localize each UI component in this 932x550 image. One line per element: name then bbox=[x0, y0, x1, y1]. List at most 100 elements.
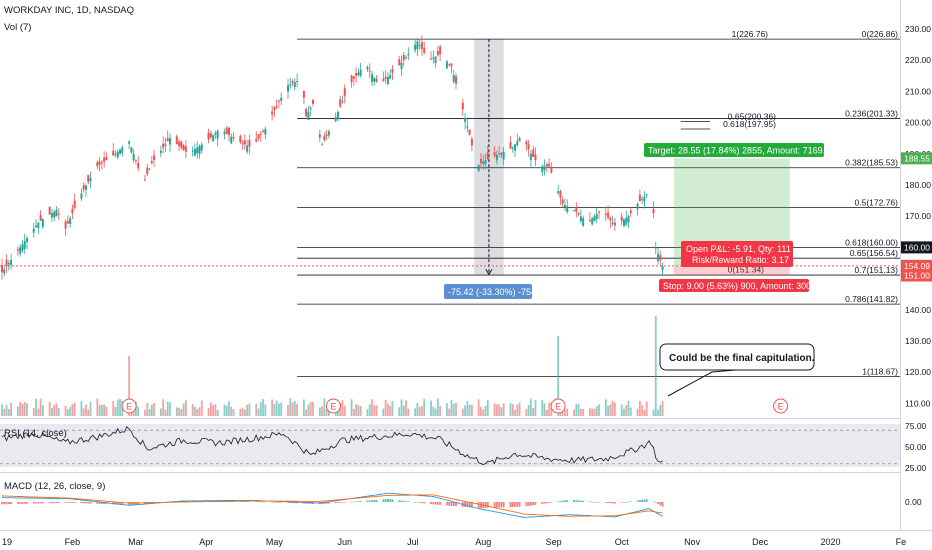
volume-bar bbox=[207, 408, 210, 416]
candle-body bbox=[514, 144, 517, 151]
macd-histogram-bar bbox=[545, 502, 548, 504]
candle-body bbox=[609, 218, 612, 221]
volume-bar bbox=[468, 404, 471, 416]
candle-body bbox=[323, 135, 326, 141]
volume-bar bbox=[373, 405, 376, 416]
macd-histogram-bar bbox=[598, 502, 600, 503]
volume-bar bbox=[232, 409, 235, 416]
candle-body bbox=[418, 45, 421, 47]
candle-body bbox=[321, 144, 324, 146]
volume-bar bbox=[307, 404, 310, 416]
volume-bar bbox=[482, 409, 485, 416]
earnings-letter: E bbox=[778, 402, 784, 412]
rsi-label: RSI (14, close) bbox=[4, 428, 67, 439]
stop-label: Stop: 9.00 (5.63%) 900, Amount: 3001 bbox=[659, 279, 816, 292]
volume-bar bbox=[548, 402, 550, 416]
price-tick-label: 220.00 bbox=[905, 55, 931, 65]
candle-body bbox=[273, 107, 276, 111]
fib-level-label: 0(226.86) bbox=[862, 29, 899, 39]
volume-bar bbox=[480, 407, 482, 416]
candle-body bbox=[450, 63, 453, 67]
macd-histogram-bar bbox=[337, 502, 339, 503]
candle-body bbox=[598, 211, 601, 213]
candle-body bbox=[636, 203, 639, 210]
candle-body bbox=[341, 101, 344, 103]
candle-body bbox=[287, 85, 290, 92]
volume-bar bbox=[389, 405, 392, 416]
candle-body bbox=[659, 255, 662, 260]
time-tick-label: Oct bbox=[615, 537, 630, 547]
candle-body bbox=[416, 41, 419, 49]
macd-histogram-bar bbox=[564, 500, 566, 502]
earnings-circle bbox=[550, 398, 566, 414]
macd-histogram-bar bbox=[341, 502, 344, 503]
macd-histogram-bar bbox=[416, 502, 419, 503]
volume-bar bbox=[98, 404, 101, 416]
volume-bar bbox=[654, 316, 657, 416]
candle-body bbox=[352, 76, 355, 79]
macd-histogram-bar bbox=[638, 500, 641, 502]
volume-bar bbox=[534, 399, 537, 416]
macd-histogram-bar bbox=[620, 502, 623, 503]
volume-bar bbox=[293, 400, 296, 416]
price-tick-label: 230.00 bbox=[905, 24, 931, 34]
price-axis-marker: 160.00 bbox=[901, 241, 932, 254]
candle-body bbox=[132, 153, 135, 161]
candle-body bbox=[566, 206, 569, 212]
candle-body bbox=[137, 163, 140, 169]
volume-bar bbox=[384, 399, 387, 416]
rsi-band bbox=[0, 424, 900, 467]
volume-bar bbox=[484, 405, 487, 416]
candle-body bbox=[180, 141, 183, 148]
candle-body bbox=[159, 150, 162, 153]
volume-bar bbox=[432, 406, 435, 416]
fibonacci-retracement[interactable]: 1(226.76) 0(226.86) 0.236(201.33) 0.382(185… bbox=[297, 29, 900, 377]
macd-histogram-bar bbox=[423, 502, 426, 504]
candle-body bbox=[527, 144, 530, 150]
earnings-marker: E bbox=[121, 398, 137, 414]
volume-bar bbox=[228, 401, 230, 416]
candle-body bbox=[3, 269, 6, 274]
volume-bar bbox=[355, 404, 358, 416]
candle-body bbox=[1, 265, 3, 273]
candle-body bbox=[575, 206, 578, 213]
macd-histogram-bar bbox=[271, 502, 274, 503]
candle-body bbox=[128, 141, 131, 144]
candle-body bbox=[150, 161, 153, 164]
volume-bar bbox=[103, 404, 106, 416]
candle-body bbox=[178, 141, 181, 146]
volume-bar bbox=[305, 409, 308, 416]
earnings-letter: E bbox=[126, 402, 132, 412]
macd-histogram-bar bbox=[1, 502, 3, 505]
volume-bar bbox=[64, 405, 67, 416]
time-tick-label: Mar bbox=[128, 537, 144, 547]
candle-body bbox=[357, 72, 360, 76]
macd-histogram-bar bbox=[16, 502, 19, 504]
volume-bar bbox=[184, 399, 187, 416]
volume-bar bbox=[278, 403, 280, 416]
candle-body bbox=[661, 266, 664, 271]
candle-body bbox=[386, 76, 389, 85]
candle-body bbox=[53, 211, 56, 218]
price-tick-label: 180.00 bbox=[905, 180, 931, 190]
time-axis-border bbox=[0, 530, 932, 531]
candle-body bbox=[500, 152, 503, 155]
annotation-callout[interactable]: Could be the final capitulation. bbox=[659, 343, 815, 397]
volume-bar bbox=[303, 399, 305, 416]
macd-histogram-bar bbox=[623, 502, 625, 503]
candle-body bbox=[291, 81, 294, 84]
volume-bar bbox=[26, 403, 28, 416]
candle-body bbox=[511, 147, 514, 149]
price-tick-label: 210.00 bbox=[905, 86, 931, 96]
rsi-tick-label: 25.00 bbox=[905, 463, 927, 473]
candle-body bbox=[209, 133, 212, 138]
macd-histogram-bar bbox=[57, 502, 60, 504]
volume-bar bbox=[257, 408, 260, 416]
volume-bar bbox=[169, 402, 171, 416]
candle-body bbox=[255, 138, 258, 142]
candle-body bbox=[545, 164, 548, 167]
candle-body bbox=[311, 99, 314, 104]
candle-body bbox=[638, 194, 641, 202]
svg-text:Stop: 9.00 (5.63%) 900, Amount: Stop: 9.00 (5.63%) 900, Amount: 3001 bbox=[663, 281, 816, 291]
